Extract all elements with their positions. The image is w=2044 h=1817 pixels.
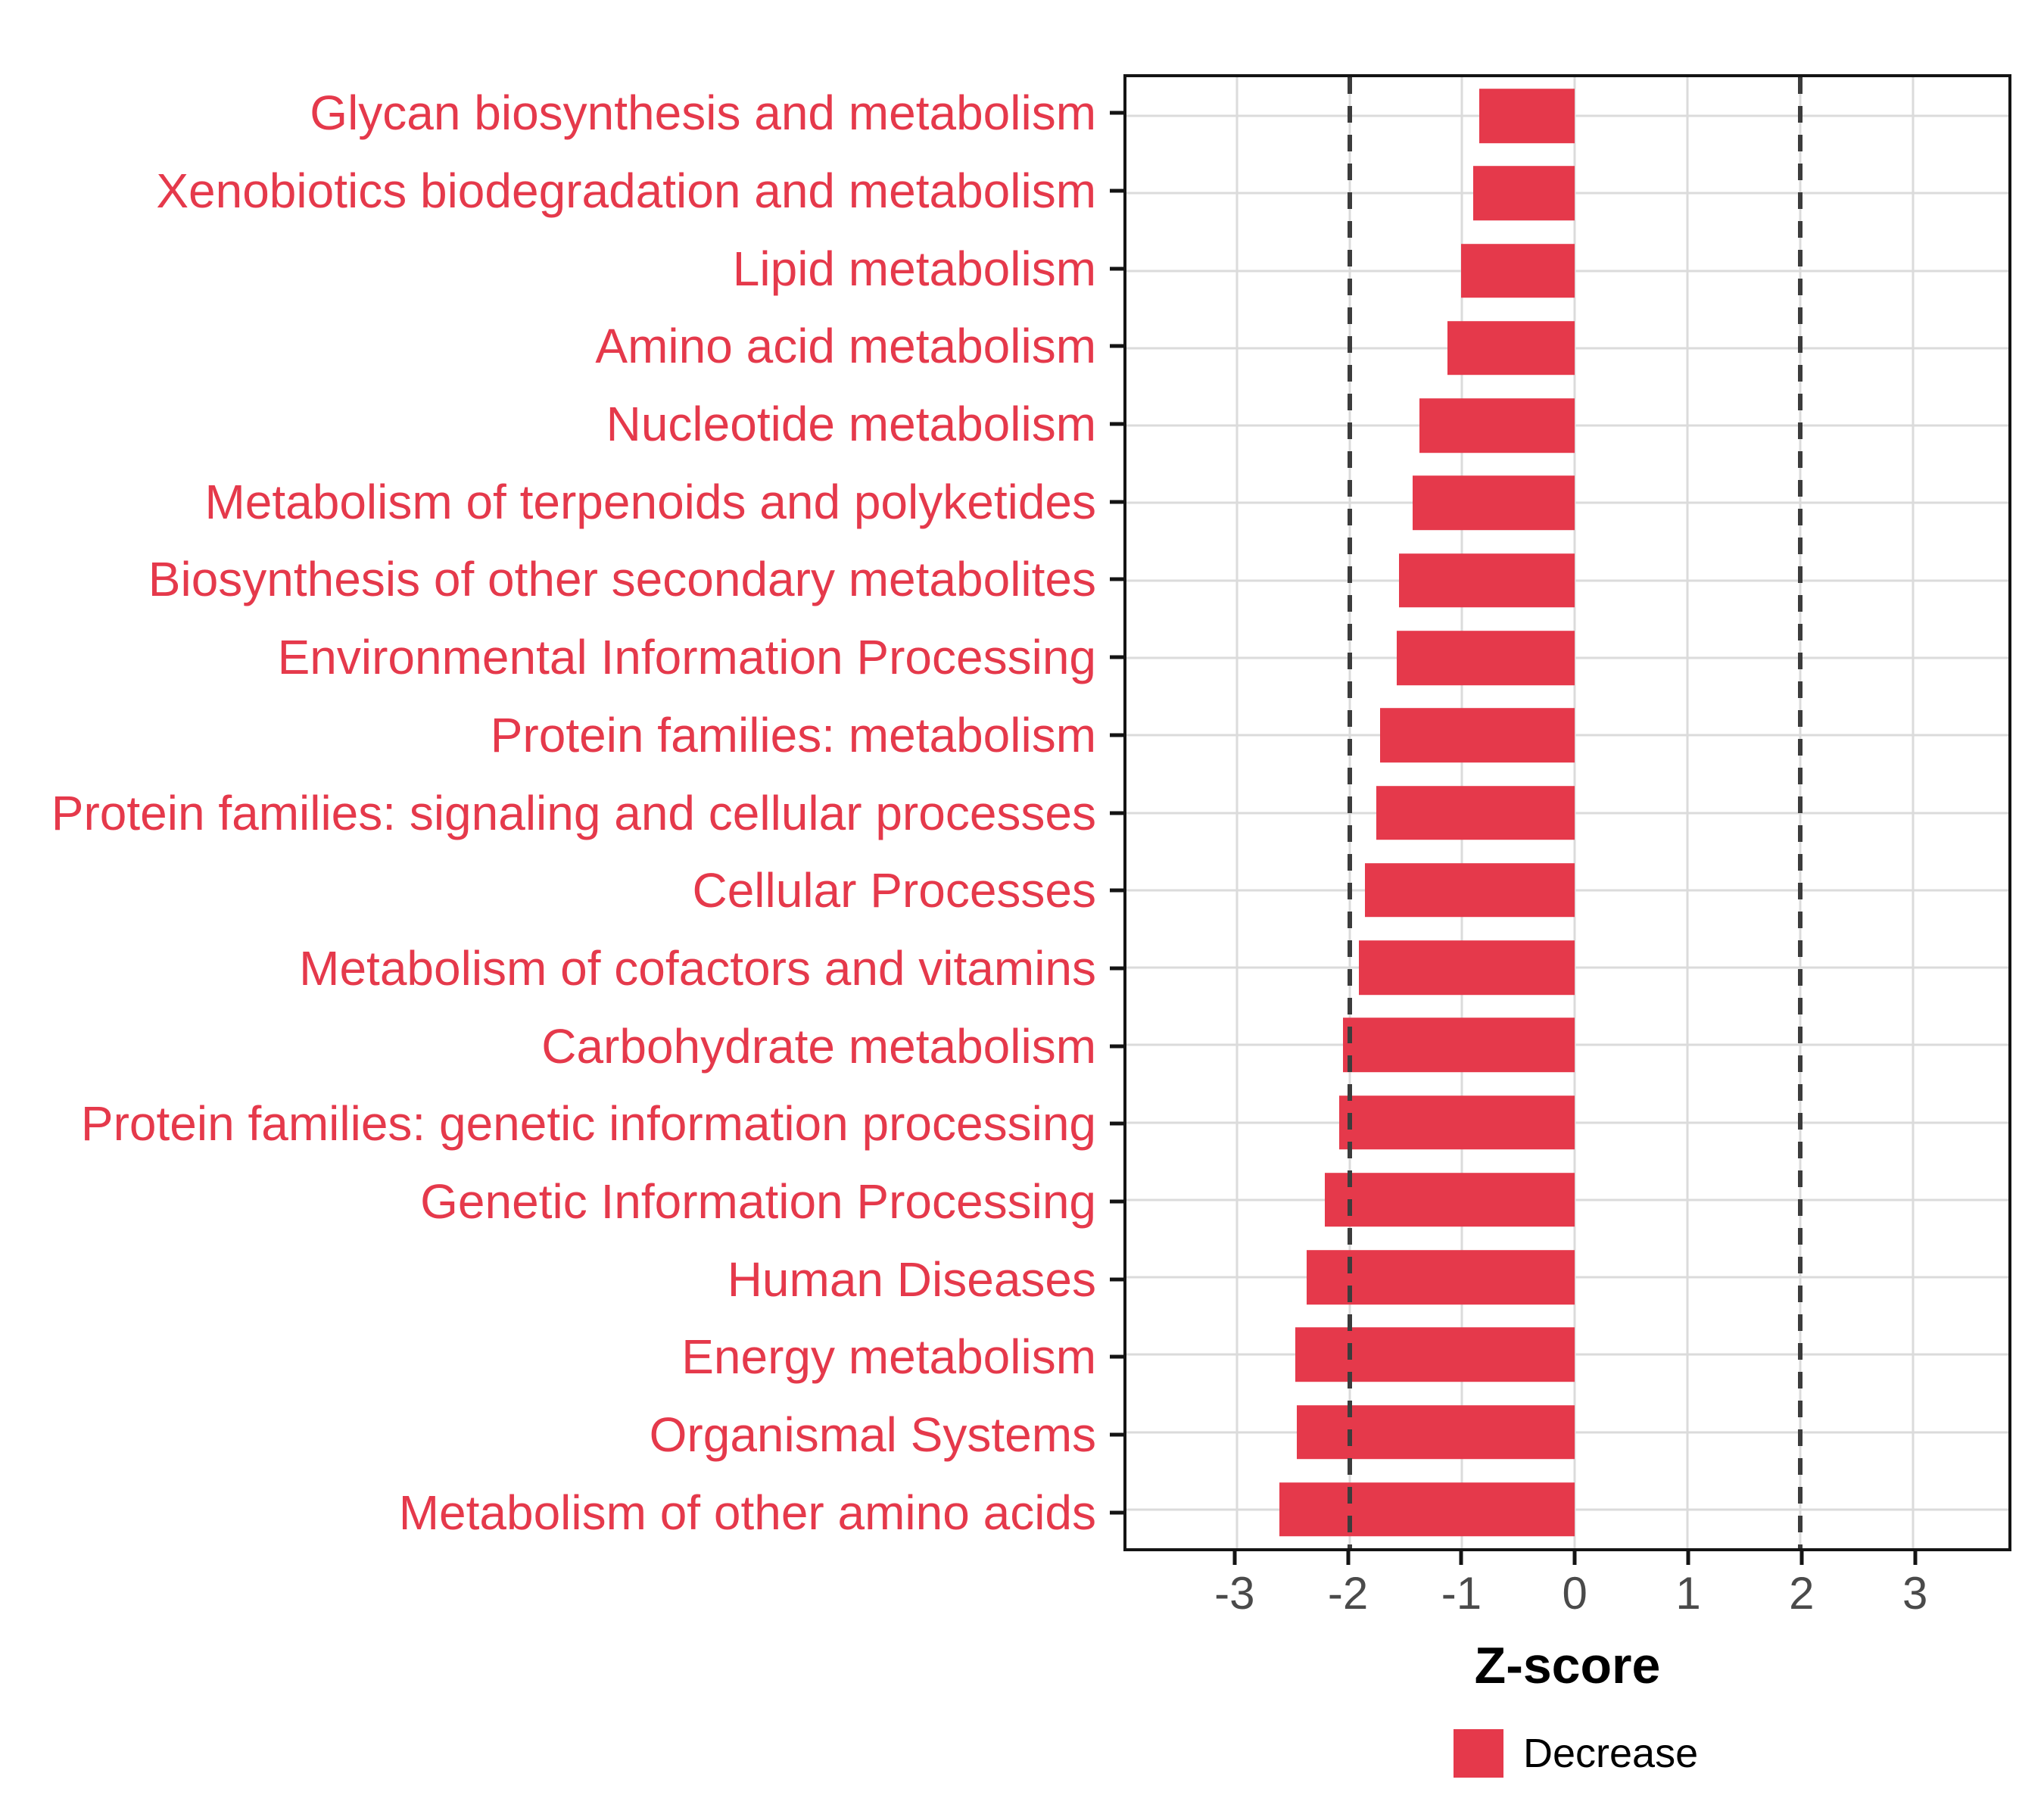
x-tick-label: 2 bbox=[1789, 1568, 1815, 1619]
bar-decrease bbox=[1447, 321, 1575, 376]
y-tick-mark bbox=[1110, 1510, 1123, 1515]
y-axis-label: Lipid metabolism bbox=[732, 241, 1096, 296]
y-axis-label: Nucleotide metabolism bbox=[606, 397, 1096, 452]
bar-decrease bbox=[1296, 1404, 1575, 1460]
y-tick-mark bbox=[1110, 1199, 1123, 1204]
bar-decrease bbox=[1399, 553, 1575, 608]
y-tick-mark bbox=[1110, 1432, 1123, 1437]
bar-decrease bbox=[1376, 785, 1575, 840]
x-axis: -3 -2 -1 0 1 2 3 bbox=[1123, 1551, 2011, 1657]
x-tick-label: -2 bbox=[1327, 1568, 1369, 1619]
y-axis-label: Metabolism of cofactors and vitamins bbox=[299, 940, 1096, 996]
legend: Decrease bbox=[1454, 1728, 1698, 1778]
bar-decrease bbox=[1324, 1173, 1575, 1227]
bar-decrease bbox=[1342, 1018, 1575, 1073]
x-tick-label: -3 bbox=[1214, 1568, 1255, 1619]
x-tick-label: -1 bbox=[1441, 1568, 1482, 1619]
legend-label-decrease: Decrease bbox=[1523, 1731, 1699, 1776]
y-axis-label: Protein families: signaling and cellular… bbox=[51, 785, 1096, 840]
x-tick-mark bbox=[1572, 1551, 1577, 1565]
y-axis-label: Metabolism of other amino acids bbox=[398, 1485, 1096, 1540]
x-tick-mark bbox=[1459, 1551, 1463, 1565]
x-tick-mark bbox=[1232, 1551, 1237, 1565]
bar-decrease bbox=[1365, 862, 1575, 918]
bar-decrease bbox=[1358, 940, 1575, 995]
y-axis-label: Environmental Information Processing bbox=[277, 630, 1096, 685]
y-tick-mark bbox=[1110, 1354, 1123, 1359]
bar-decrease bbox=[1339, 1095, 1575, 1150]
y-axis-label: Genetic Information Processing bbox=[420, 1173, 1096, 1229]
x-axis-title: Z-score bbox=[1474, 1637, 1661, 1694]
y-axis-label: Carbohydrate metabolism bbox=[541, 1018, 1096, 1074]
bar-decrease bbox=[1419, 398, 1575, 453]
y-tick-mark bbox=[1110, 1121, 1123, 1126]
y-tick-mark bbox=[1110, 266, 1123, 271]
x-tick-mark bbox=[1686, 1551, 1690, 1565]
y-axis-label: Biosynthesis of other secondary metaboli… bbox=[148, 552, 1096, 607]
bar-decrease bbox=[1379, 708, 1575, 763]
plot-panel bbox=[1123, 74, 2011, 1551]
y-tick-mark bbox=[1110, 1044, 1123, 1049]
y-tick-mark bbox=[1110, 966, 1123, 971]
y-axis-label: Protein families: genetic information pr… bbox=[80, 1096, 1096, 1152]
x-tick-label: 0 bbox=[1562, 1568, 1588, 1619]
x-tick-label: 3 bbox=[1902, 1568, 1928, 1619]
y-tick-mark bbox=[1110, 111, 1123, 115]
bar-decrease bbox=[1473, 166, 1575, 221]
x-tick-mark bbox=[1799, 1551, 1804, 1565]
y-tick-mark bbox=[1110, 344, 1123, 348]
y-axis-label: Cellular Processes bbox=[692, 863, 1096, 918]
y-axis-label: Glycan biosynthesis and metabolism bbox=[310, 86, 1096, 141]
x-tick-mark bbox=[1346, 1551, 1351, 1565]
y-tick-mark bbox=[1110, 577, 1123, 581]
y-axis-label: Metabolism of terpenoids and polyketides bbox=[204, 474, 1096, 529]
y-axis-label: Organismal Systems bbox=[649, 1407, 1096, 1462]
reference-line bbox=[1347, 77, 1352, 1548]
legend-swatch-decrease bbox=[1454, 1729, 1503, 1778]
x-tick-mark bbox=[1913, 1551, 1918, 1565]
y-tick-mark bbox=[1110, 888, 1123, 893]
y-tick-mark bbox=[1110, 811, 1123, 815]
y-axis-label: Protein families: metabolism bbox=[490, 707, 1096, 762]
bar-decrease bbox=[1279, 1482, 1575, 1537]
y-axis-ticks bbox=[1110, 74, 1123, 1551]
y-tick-mark bbox=[1110, 189, 1123, 193]
y-tick-mark bbox=[1110, 655, 1123, 659]
y-tick-mark bbox=[1110, 422, 1123, 426]
reference-line bbox=[1797, 77, 1803, 1548]
y-axis-label: Amino acid metabolism bbox=[595, 319, 1096, 374]
y-axis-label: Xenobiotics biodegradation and metabolis… bbox=[156, 164, 1096, 219]
x-tick-label: 1 bbox=[1675, 1568, 1701, 1619]
y-tick-mark bbox=[1110, 500, 1123, 504]
y-axis-label: Human Diseases bbox=[727, 1251, 1096, 1307]
y-axis-labels: Glycan biosynthesis and metabolism Xenobi… bbox=[0, 74, 1096, 1551]
bar-decrease bbox=[1397, 631, 1575, 685]
bar-decrease bbox=[1295, 1327, 1575, 1382]
y-tick-mark bbox=[1110, 1277, 1123, 1282]
bar-decrease bbox=[1460, 243, 1575, 298]
y-axis-label: Energy metabolism bbox=[681, 1329, 1096, 1385]
bar-decrease bbox=[1412, 475, 1575, 531]
bar-decrease bbox=[1478, 89, 1575, 143]
y-tick-mark bbox=[1110, 733, 1123, 737]
